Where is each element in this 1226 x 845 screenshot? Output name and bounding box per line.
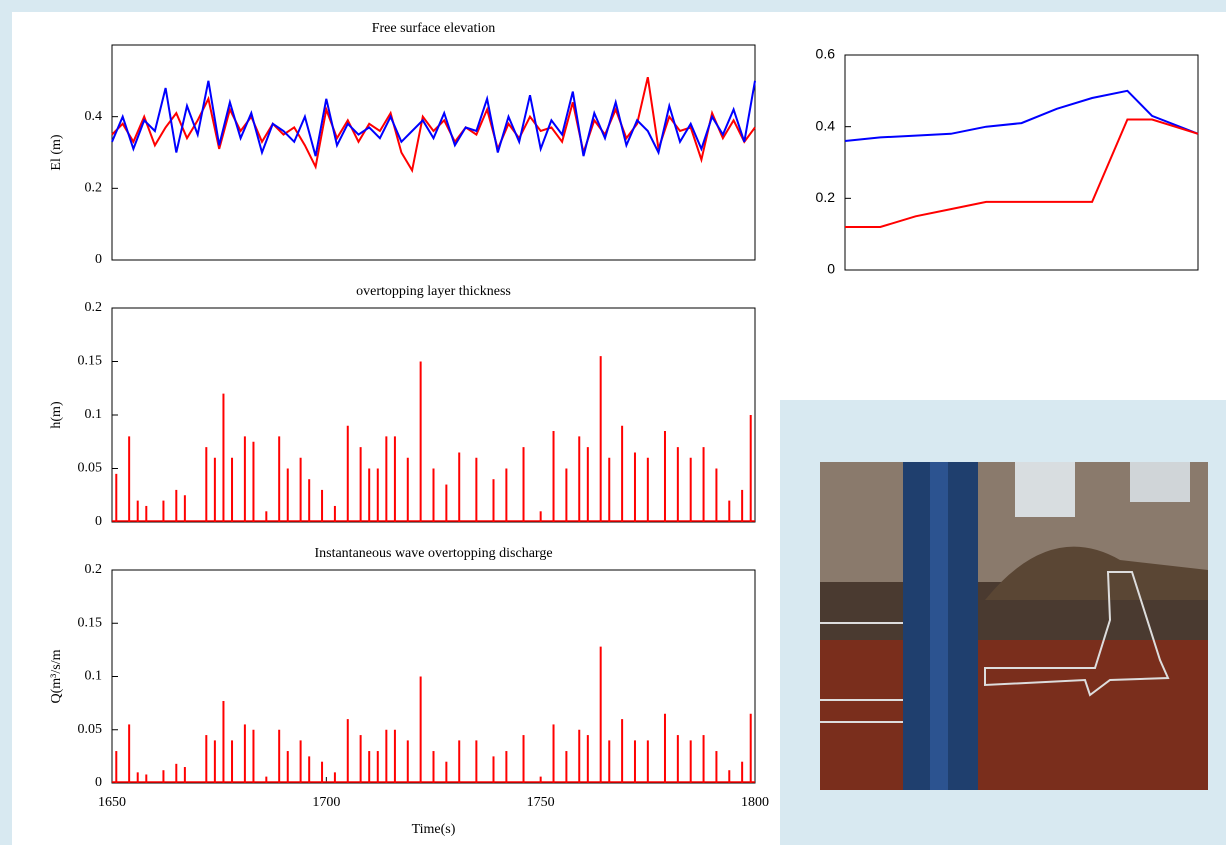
plot-frame bbox=[844, 54, 1199, 271]
x-tick-label: 1650 bbox=[98, 795, 126, 810]
y-tick-label: 0.15 bbox=[78, 354, 103, 369]
photo-pole bbox=[930, 462, 948, 790]
y-tick-label: 0 bbox=[827, 261, 835, 277]
y-tick-label: 0.1 bbox=[85, 669, 103, 684]
y-tick-label: 0.05 bbox=[78, 722, 103, 737]
photo-window bbox=[1015, 462, 1075, 517]
photo-dune bbox=[985, 546, 1208, 600]
photo-outline bbox=[820, 622, 905, 723]
y-tick-label: 0.15 bbox=[78, 615, 103, 630]
x-tick-label: 1800 bbox=[741, 795, 769, 810]
y-tick-label: 0.6 bbox=[816, 46, 836, 62]
series-line bbox=[111, 80, 756, 157]
chart-title: Free surface elevation bbox=[372, 21, 496, 36]
series-line bbox=[844, 89, 1199, 142]
x-axis-label: Time(s) bbox=[412, 822, 456, 837]
y-tick-label: 0 bbox=[95, 775, 102, 790]
y-tick-label: 0.4 bbox=[85, 109, 103, 124]
x-tick-label: 1750 bbox=[527, 795, 555, 810]
chart: 0 0.2 0.4 0.6 bbox=[816, 46, 1199, 277]
y-tick-label: 0.05 bbox=[78, 461, 103, 476]
series-line bbox=[845, 118, 1199, 228]
series-line bbox=[111, 76, 756, 174]
y-tick-label: 0 bbox=[95, 252, 102, 267]
photo-bed bbox=[820, 640, 1208, 790]
y-tick-label: 0 bbox=[95, 514, 102, 529]
photo bbox=[820, 462, 1208, 790]
y-axis-label: h(m) bbox=[49, 401, 64, 429]
y-tick-label: 0.2 bbox=[85, 181, 103, 196]
y-tick-label: 0.4 bbox=[816, 117, 836, 133]
y-tick-label: 0.2 bbox=[816, 189, 836, 205]
y-tick-label: 0.1 bbox=[85, 407, 103, 422]
y-tick-label: 0.2 bbox=[85, 300, 103, 315]
chart-title: overtopping layer thickness bbox=[356, 284, 511, 299]
chart-title: Instantaneous wave overtopping discharge bbox=[314, 546, 552, 561]
x-tick-label: 1700 bbox=[312, 795, 340, 810]
chart: Instantaneous wave overtopping discharge… bbox=[49, 546, 769, 837]
photo-window bbox=[1130, 462, 1190, 502]
chart: Free surface elevation El (m) 0 0.2 0.4 bbox=[49, 21, 756, 267]
y-tick-label: 0.2 bbox=[85, 562, 103, 577]
y-axis-label: Q(m³/s/m bbox=[49, 649, 64, 703]
photo-outline bbox=[984, 571, 1170, 697]
y-axis-label: El (m) bbox=[49, 134, 64, 170]
chart: overtopping layer thickness h(m) 0 0.05 0.1 0… bbox=[49, 284, 756, 529]
